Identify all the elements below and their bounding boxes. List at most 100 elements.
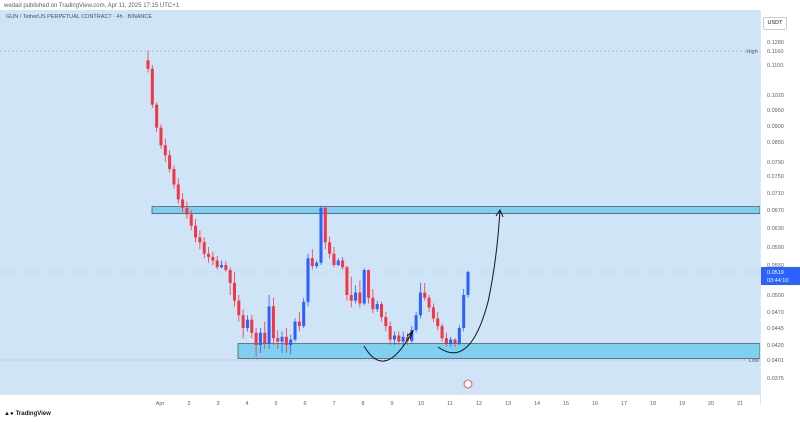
candle-body (245, 319, 249, 328)
candle (267, 295, 271, 349)
time-tick-label: 8 (361, 401, 364, 407)
candle (207, 247, 211, 263)
time-tick-label: 10 (418, 401, 424, 407)
time-tick-label: 19 (679, 401, 685, 407)
candlestick-chart[interactable]: High Low (0, 10, 761, 394)
candle (431, 303, 435, 322)
candle (462, 288, 466, 332)
candle (449, 336, 453, 347)
candle-body (328, 242, 332, 254)
candle-body (146, 60, 150, 69)
price-tick-label: 0.1100 (767, 63, 783, 69)
price-axis[interactable]: 0.1280 0.1160 0.1100 0.1020 0.0950 0.0900 0.08… (760, 10, 800, 404)
candle-body (267, 306, 271, 344)
candle-body (371, 297, 375, 310)
candle (405, 332, 409, 345)
candle (250, 315, 254, 339)
candle-body (302, 301, 306, 327)
candle (220, 260, 224, 269)
time-tick-label: 15 (563, 401, 569, 407)
candle (289, 334, 293, 355)
price-tick-label: 0.0790 (767, 160, 784, 166)
candle-body (220, 265, 224, 268)
candle (245, 315, 249, 332)
candle-body (241, 315, 245, 328)
current-price-badge (761, 267, 800, 285)
candle (176, 178, 180, 204)
price-tick-label: 0.0850 (767, 140, 784, 146)
candle-body (332, 253, 336, 265)
candle (224, 261, 228, 272)
time-axis[interactable]: Apr 2 3 4 5 6 7 8 9 10 11 12 13 14 15 16 17 18 19 20 21 (0, 394, 760, 407)
candle (150, 65, 154, 108)
time-tick-label: 14 (534, 401, 540, 407)
candle (155, 102, 159, 133)
candle (354, 285, 358, 304)
candle (172, 165, 176, 189)
candle-body (306, 258, 310, 302)
countdown-label: 03:44:10 (767, 278, 788, 284)
candle (237, 295, 241, 322)
price-tick-label: 0.0900 (767, 124, 784, 130)
candle (146, 51, 150, 73)
candle-body (310, 258, 314, 267)
candle-body (172, 169, 176, 185)
candle (215, 256, 219, 270)
candle (159, 124, 163, 149)
time-tick-label: 5 (274, 401, 277, 407)
candle-body (440, 326, 444, 339)
candle (423, 282, 427, 301)
candle (241, 309, 245, 339)
candle (371, 288, 375, 314)
time-tick-label: 20 (708, 401, 714, 407)
candle (349, 276, 353, 308)
price-tick-label: 0.0950 (767, 108, 784, 114)
candle-body (336, 260, 340, 265)
candle (263, 321, 267, 349)
candle (211, 251, 215, 265)
candle-body (444, 338, 448, 344)
candle (297, 312, 301, 332)
candle-body (284, 336, 288, 345)
candle (202, 237, 206, 259)
candle-body (392, 335, 396, 340)
candle (319, 205, 323, 265)
price-tick-label: 0.0401 (767, 358, 784, 364)
candle-body (215, 260, 219, 268)
candle-body (271, 306, 275, 339)
candle (194, 219, 198, 243)
candle (254, 328, 258, 357)
candle (375, 300, 379, 312)
time-tick-label: 2 (187, 401, 190, 407)
projection-arrow (437, 209, 501, 354)
candle-body (297, 321, 301, 327)
candle-body (457, 328, 461, 344)
candle-body (250, 319, 254, 333)
candle-body (354, 292, 358, 301)
tv-logo-icon: ▲● (4, 411, 14, 417)
candle-body (232, 282, 236, 301)
event-marker-icon (463, 379, 473, 389)
candle-body (388, 326, 392, 340)
candle-body (237, 300, 241, 316)
chart-canvas[interactable]: High Low (0, 10, 761, 394)
low-label: Low (749, 358, 759, 364)
time-tick-label: 13 (505, 401, 511, 407)
candle-body (163, 145, 167, 156)
candle (380, 301, 384, 322)
price-tick-label: 0.0470 (767, 310, 784, 316)
candle-body (349, 295, 353, 301)
candle-body (367, 269, 371, 298)
price-tick-label: 0.1020 (767, 93, 784, 99)
candle-body (462, 295, 466, 328)
currency-button[interactable]: USDT (763, 17, 787, 30)
candle-body (198, 237, 202, 243)
candle-body (358, 292, 362, 304)
symbol-title: GUN / TetherUS PERPETUAL CONTRACT · 4h ·… (6, 14, 152, 20)
candle (228, 267, 232, 295)
candle-body (449, 339, 453, 344)
candle (466, 270, 470, 298)
candle (336, 258, 340, 267)
candle (436, 312, 440, 331)
price-axis-scale: 0.1280 0.1160 0.1100 0.1020 0.0950 0.0900 0.08… (761, 40, 800, 382)
